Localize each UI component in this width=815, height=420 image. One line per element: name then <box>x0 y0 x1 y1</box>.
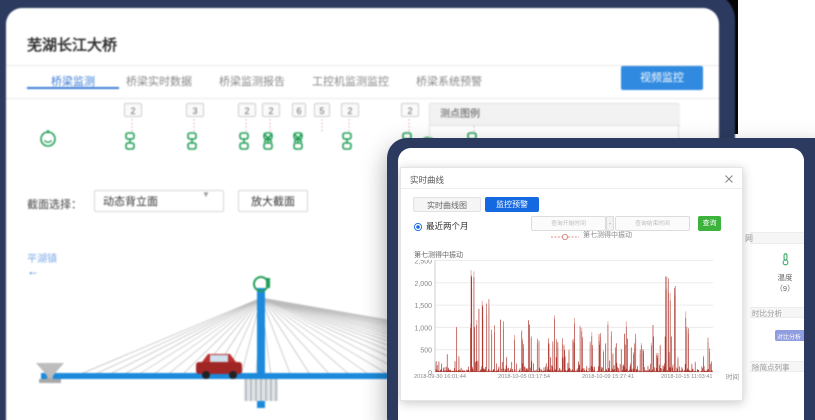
svg-text:2,000: 2,000 <box>414 281 432 288</box>
svg-text:1,500: 1,500 <box>414 303 432 310</box>
svg-text:1,000: 1,000 <box>414 325 432 332</box>
svg-text:500: 500 <box>420 348 432 355</box>
svg-text:2,500: 2,500 <box>414 260 432 266</box>
